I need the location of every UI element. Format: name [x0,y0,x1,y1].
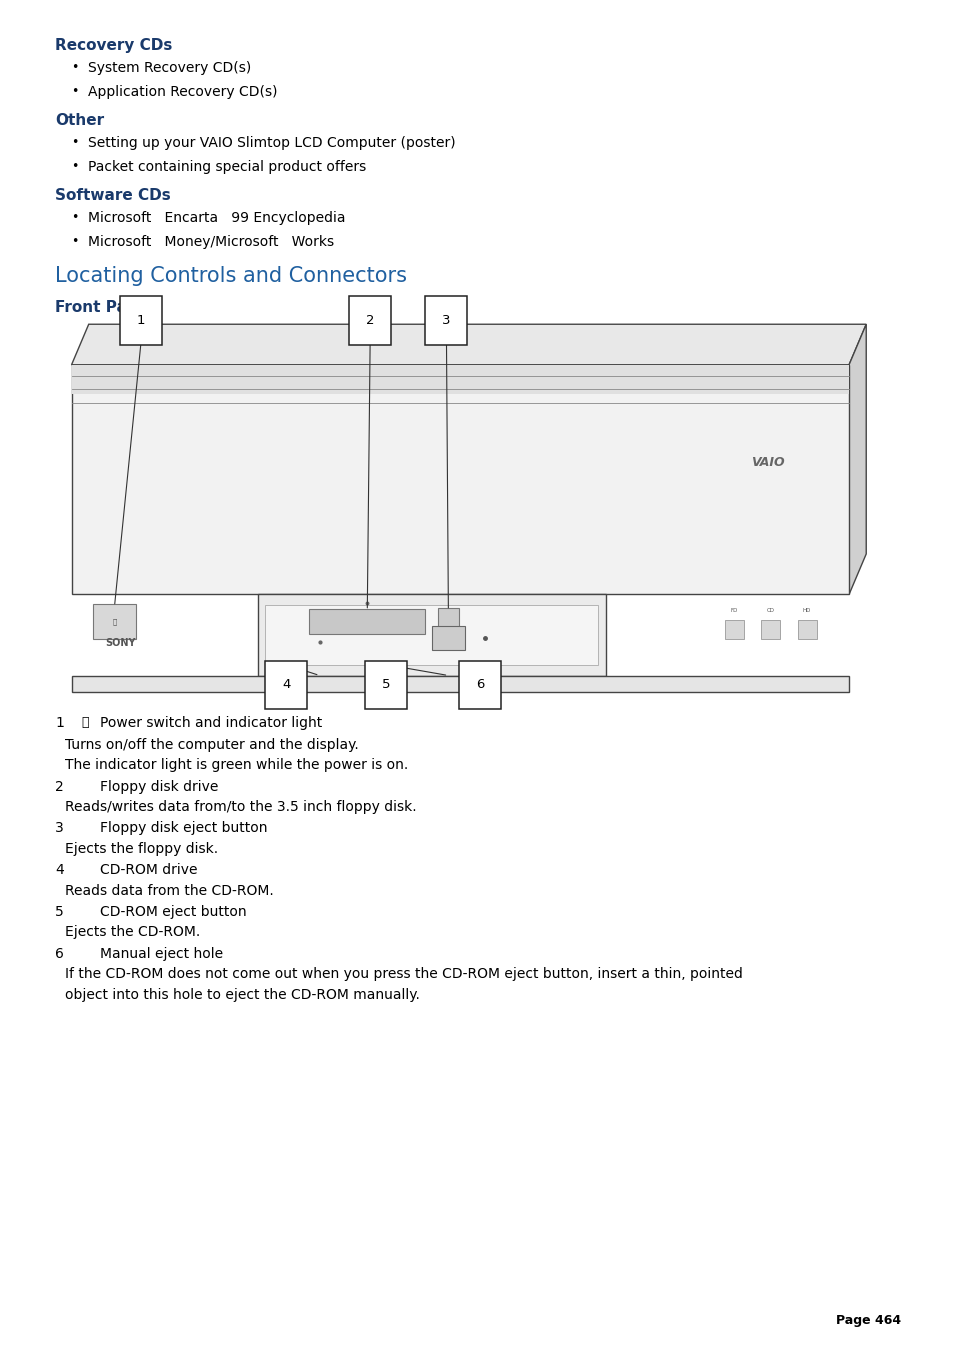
Text: •: • [71,161,79,173]
Text: Recovery CDs: Recovery CDs [55,38,172,53]
FancyBboxPatch shape [309,609,425,634]
Text: Reads data from the CD-ROM.: Reads data from the CD-ROM. [65,884,274,897]
Text: •: • [71,211,79,224]
Text: Reads/writes data from/to the 3.5 inch floppy disk.: Reads/writes data from/to the 3.5 inch f… [65,800,416,813]
Text: Page 464: Page 464 [836,1313,901,1327]
Text: CD: CD [766,608,774,613]
Text: Microsoft   Encarta   99 Encyclopedia: Microsoft Encarta 99 Encyclopedia [88,211,345,226]
Text: The indicator light is green while the power is on.: The indicator light is green while the p… [65,758,408,771]
FancyBboxPatch shape [437,608,458,635]
Text: 1: 1 [137,313,145,327]
Text: Floppy disk eject button: Floppy disk eject button [100,821,268,835]
FancyBboxPatch shape [724,620,743,639]
Text: Packet containing special product offers: Packet containing special product offers [88,161,366,174]
Text: Ejects the CD-ROM.: Ejects the CD-ROM. [65,925,200,939]
Text: Software CDs: Software CDs [55,188,171,203]
Polygon shape [848,324,865,594]
Text: 6: 6 [476,678,483,692]
Text: •: • [71,136,79,150]
FancyBboxPatch shape [365,661,407,709]
Text: Power switch and indicator light: Power switch and indicator light [100,716,322,730]
Text: ⏻: ⏻ [81,716,89,730]
Text: object into this hole to eject the CD-ROM manually.: object into this hole to eject the CD-RO… [65,988,419,1001]
FancyBboxPatch shape [425,296,467,345]
FancyBboxPatch shape [120,296,162,345]
Text: 2: 2 [55,780,64,793]
Text: Setting up your VAIO Slimtop LCD Computer (poster): Setting up your VAIO Slimtop LCD Compute… [88,136,455,150]
Text: 1: 1 [55,716,64,730]
Text: If the CD-ROM does not come out when you press the CD-ROM eject button, insert a: If the CD-ROM does not come out when you… [65,967,742,981]
Text: Turns on/off the computer and the display.: Turns on/off the computer and the displa… [65,738,358,751]
Text: 2: 2 [366,313,374,327]
FancyBboxPatch shape [257,594,605,676]
Text: Locating Controls and Connectors: Locating Controls and Connectors [55,266,407,286]
FancyBboxPatch shape [458,661,500,709]
Text: 3: 3 [55,821,64,835]
Text: •: • [71,85,79,99]
FancyBboxPatch shape [797,620,816,639]
Text: SONY: SONY [105,638,135,648]
Text: Front Panel: Front Panel [55,300,153,315]
Text: Floppy disk drive: Floppy disk drive [100,780,218,793]
Text: Ejects the floppy disk.: Ejects the floppy disk. [65,842,218,855]
FancyBboxPatch shape [760,620,780,639]
Text: Other: Other [55,113,104,128]
Text: ⏻: ⏻ [112,619,116,624]
Text: CD-ROM eject button: CD-ROM eject button [100,905,247,919]
Text: 4: 4 [282,678,290,692]
Text: 5: 5 [55,905,64,919]
Text: HD: HD [802,608,810,613]
Text: 3: 3 [442,313,450,327]
Polygon shape [71,324,865,365]
Text: CD-ROM drive: CD-ROM drive [100,863,197,877]
Text: FD: FD [730,608,738,613]
Text: 6: 6 [55,947,64,961]
Text: Microsoft   Money/Microsoft   Works: Microsoft Money/Microsoft Works [88,235,334,249]
Text: VAIO: VAIO [750,455,784,469]
Text: •: • [71,61,79,74]
FancyBboxPatch shape [71,676,848,692]
Text: 5: 5 [382,678,390,692]
Text: Manual eject hole: Manual eject hole [100,947,223,961]
FancyBboxPatch shape [265,605,598,665]
FancyBboxPatch shape [71,365,848,594]
Text: System Recovery CD(s): System Recovery CD(s) [88,61,251,76]
Text: •: • [71,235,79,249]
FancyBboxPatch shape [71,365,848,394]
Text: Application Recovery CD(s): Application Recovery CD(s) [88,85,277,99]
FancyBboxPatch shape [432,626,464,650]
Text: 4: 4 [55,863,64,877]
FancyBboxPatch shape [92,604,136,639]
FancyBboxPatch shape [265,661,307,709]
FancyBboxPatch shape [349,296,391,345]
